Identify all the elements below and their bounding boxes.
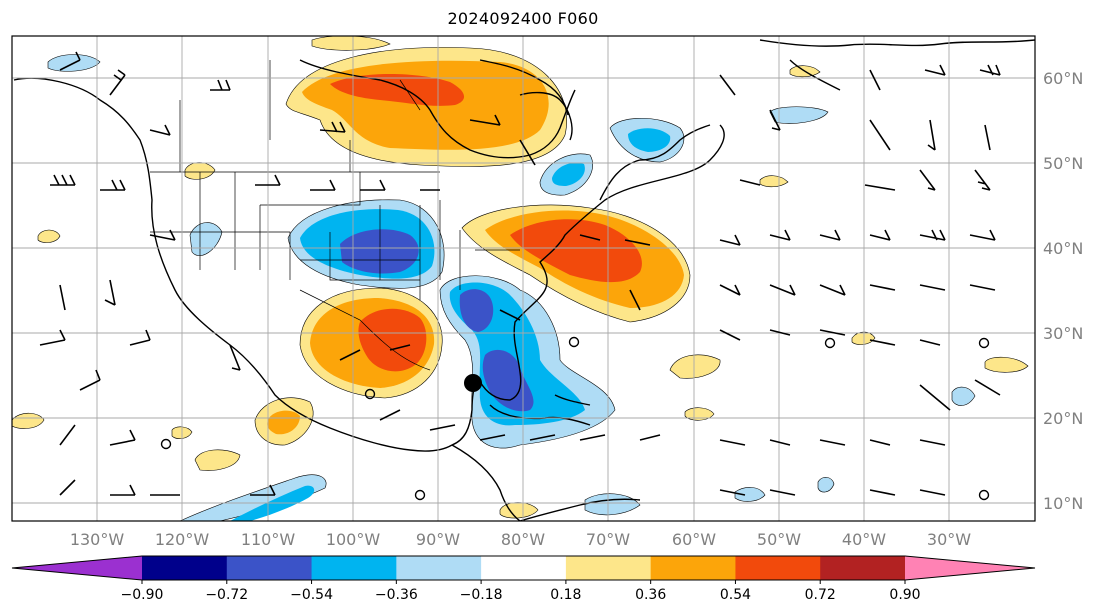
anomaly-north-1	[769, 106, 829, 124]
anomaly-sw-1	[12, 412, 45, 429]
positive-anomaly-shading	[12, 36, 1029, 519]
colorbar-extend-low	[12, 556, 142, 580]
colorbar-segment	[735, 556, 821, 580]
colorbar-segment	[311, 556, 397, 580]
colorbar-segment	[565, 556, 652, 580]
lon-label-40w: 40°W	[842, 530, 886, 549]
anomaly-canada-core	[330, 74, 465, 106]
anomaly-newfoundland-core	[628, 128, 671, 152]
colorbar: −0.90 −0.72 −0.54 −0.36 −0.18 0.18 0.36 0.54 0.7…	[11, 555, 1036, 603]
colorbar-tick-label: −0.18	[460, 587, 503, 603]
lon-label-110w: 110°W	[241, 530, 296, 549]
anomaly-atlantic-2	[984, 356, 1029, 373]
lon-label-30w: 30°W	[927, 530, 971, 549]
colorbar-tick-label: 0.90	[889, 587, 920, 603]
anomaly-southeast-core-b	[482, 349, 534, 412]
lat-label-60: 60°N	[1043, 69, 1083, 88]
graticule	[12, 36, 1035, 521]
lon-label-70w: 70°W	[586, 530, 630, 549]
wind-barbs	[39, 51, 1001, 496]
colorbar-tick-label: 0.18	[550, 587, 581, 603]
lon-label-80w: 80°W	[501, 530, 545, 549]
colorbar-segment	[226, 556, 313, 580]
colorbar-tick-label: −0.72	[205, 587, 248, 603]
colorbar-tick-label: 0.54	[720, 587, 751, 603]
map-title: 2024092400 F060	[447, 9, 599, 28]
longitude-labels: 130°W 120°W 110°W 100°W 90°W 80°W 70°W 6…	[70, 530, 971, 549]
colorbar-tick-label: −0.90	[121, 587, 164, 603]
anomaly-texas-core	[358, 308, 427, 372]
anomaly-atlantic-4	[759, 175, 789, 188]
anomaly-hudson-core	[552, 162, 585, 186]
political-borders	[150, 60, 520, 371]
colorbar-segment	[142, 556, 228, 580]
anomaly-atlantic-cool-2	[951, 386, 976, 406]
anomaly-plains-core	[340, 229, 419, 274]
lon-label-100w: 100°W	[326, 530, 381, 549]
colorbar-segment	[650, 556, 736, 580]
lat-label-40: 40°N	[1043, 239, 1083, 258]
lon-label-90w: 90°W	[416, 530, 460, 549]
colorbar-segment	[481, 556, 567, 580]
colorbar-tick-label: −0.36	[375, 587, 418, 603]
lon-label-130w: 130°W	[70, 530, 125, 549]
coastlines	[13, 39, 1035, 521]
storm-center-marker	[464, 374, 482, 392]
colorbar-tick-label: −0.54	[290, 587, 333, 603]
calm-wind-circles	[160, 336, 990, 501]
lat-label-30: 30°N	[1043, 324, 1083, 343]
lon-label-50w: 50°W	[757, 530, 801, 549]
anomaly-pacific-small-1	[194, 449, 241, 471]
colorbar-segment	[396, 556, 482, 580]
lat-label-20: 20°N	[1043, 409, 1083, 428]
anomaly-west-1	[184, 162, 216, 180]
colorbar-tick-label: 0.72	[805, 587, 836, 603]
anomaly-atlantic-1	[669, 354, 721, 379]
colorbar-tick-label: 0.36	[635, 587, 666, 603]
lat-label-10: 10°N	[1043, 494, 1083, 513]
anomaly-atlantic-cool-1	[734, 487, 766, 502]
anomaly-southeast-core-a	[459, 289, 494, 332]
anomaly-carib-2	[499, 502, 539, 519]
lon-label-60w: 60°W	[672, 530, 716, 549]
anomaly-sw-2	[37, 229, 61, 243]
lat-label-50: 50°N	[1043, 154, 1083, 173]
lon-label-120w: 120°W	[155, 530, 210, 549]
latitude-labels: 60°N 50°N 40°N 30°N 20°N 10°N	[1043, 69, 1083, 513]
map-panel	[12, 36, 1035, 521]
colorbar-segment	[820, 556, 906, 580]
anomaly-carib-1	[684, 407, 715, 421]
map-frame	[11, 35, 1036, 522]
anomaly-mexico-pacific-core	[267, 410, 300, 435]
anomaly-atlantic-cool-4	[817, 477, 835, 493]
anomaly-northeast-core	[510, 219, 642, 283]
colorbar-extend-high	[905, 556, 1035, 580]
